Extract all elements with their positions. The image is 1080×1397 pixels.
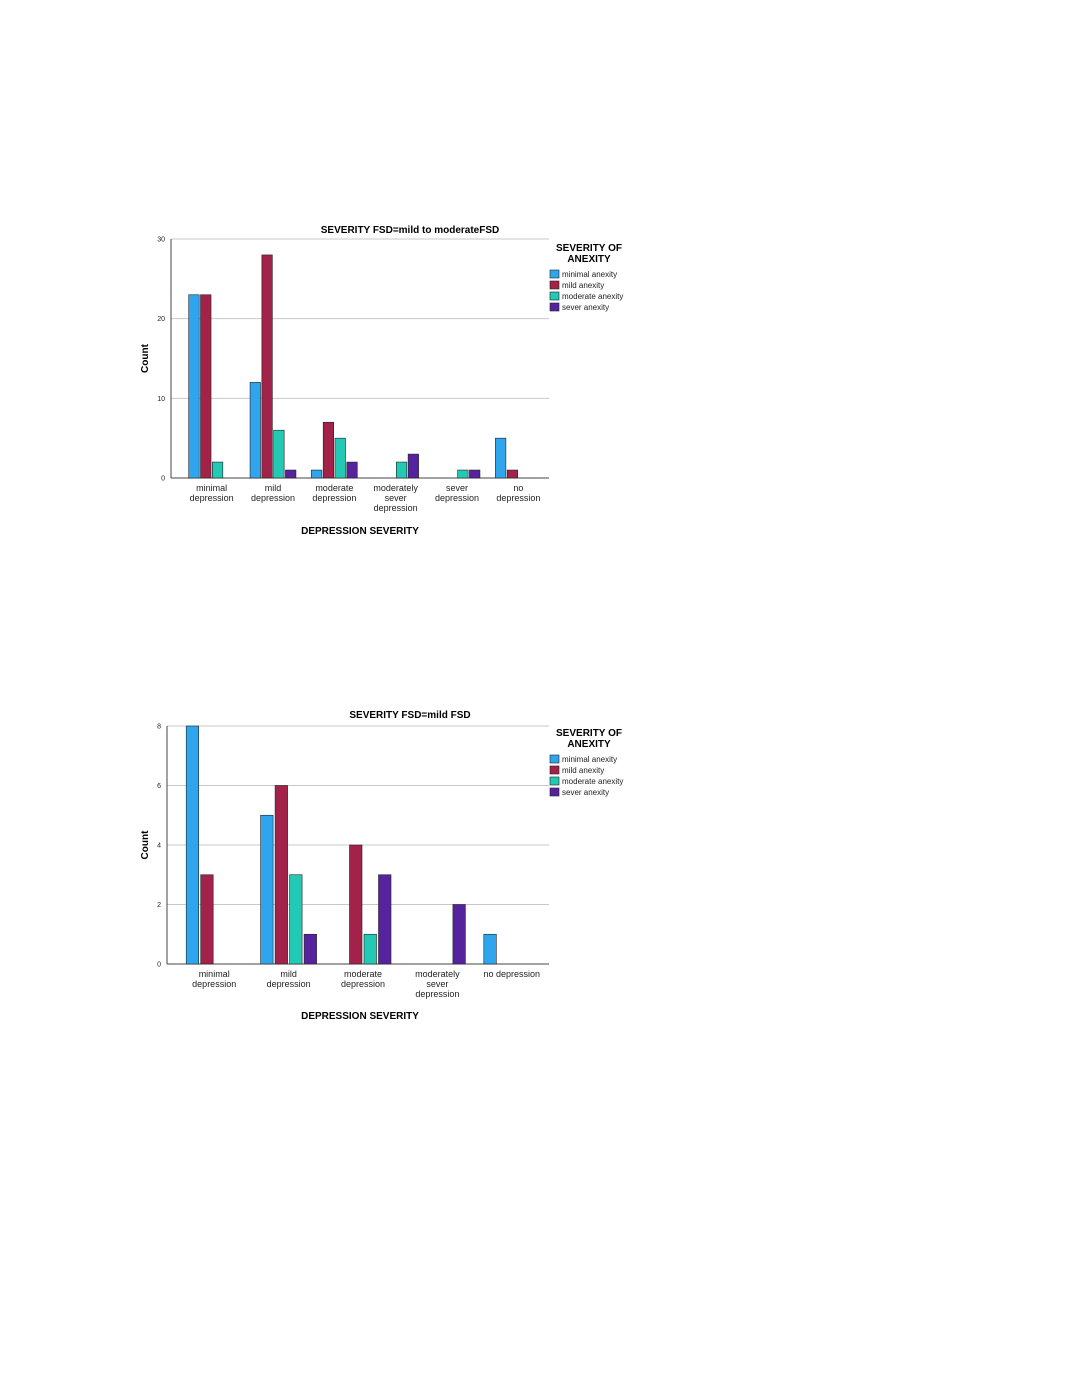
x-tick-label: mild [265,483,282,493]
y-tick-label: 4 [157,843,161,850]
legend-label: mild anexity [562,766,604,775]
x-axis-label: DEPRESSION SEVERITY [301,526,419,537]
legend-swatch [549,269,560,279]
bar [285,469,297,479]
bar [289,874,303,965]
bar [303,933,317,965]
bar [483,933,497,965]
x-tick-label: depression [341,979,385,989]
bar [407,453,419,479]
legend-label: sever anexity [562,788,609,797]
x-tick-label: depression [415,989,459,999]
legend-label: moderate anexity [562,292,623,301]
legend-label: mild anexity [562,281,604,290]
chart-1: SEVERITY FSD=mild to moderateFSD 0 10 20 30 C… [140,225,623,537]
y-tick-label: 0 [157,962,161,969]
bar [261,254,273,479]
bar [457,469,469,479]
bar [363,933,377,965]
x-tick-label: sever [426,979,448,989]
bar [311,469,323,479]
bar [469,469,481,479]
y-tick-label: 8 [157,724,161,731]
bar [260,814,274,965]
x-tick-label: depression [192,979,236,989]
legend-label: minimal anexity [562,270,617,279]
x-tick-label: depression [251,493,295,503]
x-tick-label: moderate [315,483,353,493]
x-tick-label: depression [312,493,356,503]
bar [249,382,261,479]
y-tick-label: 2 [157,902,161,909]
x-tick-label: mild [280,969,297,979]
x-tick-label: sever [446,483,468,493]
bar [188,294,200,479]
y-tick-label: 6 [157,783,161,790]
chart-title: SEVERITY FSD=mild FSD [349,710,470,721]
bar [200,874,214,965]
x-tick-label: no depression [484,969,541,979]
bar [212,461,224,479]
y-tick-label: 30 [157,237,165,244]
legend-swatch [549,280,560,290]
legend-swatch [549,291,560,301]
legend-swatch [549,776,560,786]
y-tick-label: 0 [161,476,165,483]
bar [396,461,408,479]
x-tick-label: minimal [196,483,227,493]
x-tick-label: moderately [415,969,460,979]
bar [273,429,285,479]
x-tick-label: sever [385,493,407,503]
legend-title: ANEXITY [567,254,611,265]
bar [200,294,212,479]
y-axis-label: Count [140,830,151,860]
bar [495,437,507,479]
legend-swatch [549,787,560,797]
legend-label: moderate anexity [562,777,623,786]
bar [506,469,518,479]
bar [378,874,392,965]
legend-swatch [549,765,560,775]
x-axis-label: DEPRESSION SEVERITY [301,1011,419,1022]
bar [346,461,358,479]
x-tick-label: depression [190,493,234,503]
legend-title: ANEXITY [567,739,611,750]
x-tick-label: depression [496,493,540,503]
x-tick-label: minimal [199,969,230,979]
legend-title: SEVERITY OF [556,728,622,739]
y-axis-label: Count [140,343,151,373]
x-tick-label: moderate [344,969,382,979]
chart-title: SEVERITY FSD=mild to moderateFSD [321,225,499,236]
legend-swatch [549,754,560,764]
x-tick-label: depression [435,493,479,503]
bar [185,725,199,965]
legend-label: minimal anexity [562,755,617,764]
x-tick-label: depression [374,503,418,513]
chart-2: SEVERITY FSD=mild FSD 0 2 4 6 8 Count DEPRESSIO… [140,710,623,1022]
bar [334,437,346,479]
y-tick-label: 10 [157,396,165,403]
bar [452,904,466,965]
legend-title: SEVERITY OF [556,243,622,254]
y-tick-label: 20 [157,316,165,323]
x-tick-label: depression [267,979,311,989]
x-tick-label: no [513,483,523,493]
bar [274,785,288,965]
legend-swatch [549,302,560,312]
bar [322,421,334,479]
legend-label: sever anexity [562,303,609,312]
bar [349,844,363,965]
x-tick-label: moderately [373,483,418,493]
